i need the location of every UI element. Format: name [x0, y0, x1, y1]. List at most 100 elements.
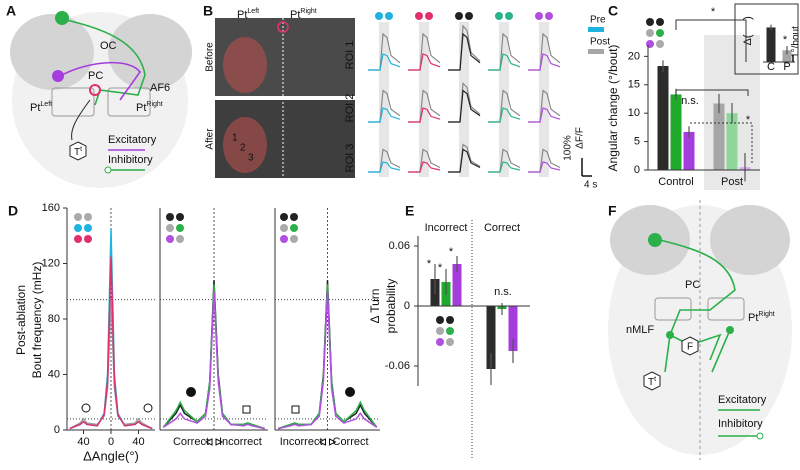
eye-icon — [290, 235, 298, 243]
label-sup: Right — [146, 101, 162, 108]
eye-icon — [446, 338, 454, 346]
bar — [452, 264, 462, 306]
eye-icon — [646, 40, 654, 48]
y-tick-label: 10 — [628, 107, 640, 119]
panel-label: A — [6, 3, 16, 19]
panel-f: F PC PtRight nMLF F Tt Excitatory Inhibi… — [608, 200, 792, 460]
y-tick-label: 80 — [48, 313, 60, 325]
legend-swatch — [588, 27, 604, 32]
trace-pre — [408, 53, 441, 71]
eye-icon — [74, 235, 82, 243]
scale-label: 1°/bout — [791, 26, 800, 58]
label-sup: t — [654, 376, 656, 383]
legend-terminal — [104, 166, 112, 174]
label: F — [687, 342, 693, 353]
direction-arrow — [204, 438, 224, 446]
eye-icon — [656, 29, 664, 37]
roi-overlay — [223, 117, 267, 173]
line — [69, 298, 153, 430]
y-tick-label: 0.06 — [389, 240, 410, 252]
eye-icon — [505, 12, 513, 20]
category-label: C — [767, 61, 775, 73]
label-sup: Right — [300, 8, 316, 15]
legend-label: Inhibitory — [108, 154, 153, 166]
eye-icon — [52, 70, 64, 82]
line — [278, 291, 378, 430]
label: PtRight — [136, 101, 163, 114]
label-sup: Right — [758, 311, 774, 318]
y-axis-title: Bout frequency (mHz) — [30, 262, 44, 379]
bar — [766, 27, 776, 63]
region — [654, 297, 692, 321]
roi-number: 1 — [232, 133, 238, 144]
roi-number: 2 — [240, 143, 246, 154]
marker — [291, 405, 300, 414]
bracket — [675, 19, 747, 62]
eye-icon — [436, 316, 444, 324]
bar — [713, 103, 725, 170]
trace-pre — [488, 53, 521, 71]
eye-icon — [74, 213, 82, 221]
label: Tt — [648, 376, 656, 388]
eye-icon — [385, 12, 393, 20]
eye-icon — [465, 12, 473, 20]
trace-pre — [408, 107, 441, 123]
stim-band — [419, 22, 429, 177]
trace-pre — [448, 148, 481, 173]
eye-icon — [646, 29, 654, 37]
x-label: Correct — [173, 436, 209, 448]
y-axis-title: Post-ablation — [14, 285, 28, 355]
roi-label: ROI 3 — [344, 144, 356, 173]
marker — [143, 403, 153, 413]
eye-icon — [436, 327, 444, 335]
label-base: Pt — [748, 312, 758, 324]
panel-label: D — [8, 203, 18, 219]
x-label: Incorrect — [219, 436, 262, 448]
line — [69, 256, 153, 430]
trace-pre — [368, 53, 401, 71]
x-tick-label: 40 — [132, 436, 144, 448]
label: PC — [685, 279, 700, 291]
label: AF6 — [150, 82, 170, 94]
y-tick-label: 120 — [42, 257, 60, 269]
line — [162, 291, 265, 430]
target-hexagon — [69, 141, 87, 161]
roi-overlay — [223, 37, 267, 93]
legend-swatch — [588, 49, 604, 54]
category-label: P — [783, 61, 790, 73]
y-axis-title: ) — [742, 16, 754, 20]
marker — [186, 387, 196, 397]
trace-pre — [408, 161, 441, 173]
label: PtRight — [290, 8, 317, 21]
eye-icon — [290, 224, 298, 232]
label: PtLeft — [30, 101, 52, 114]
x-axis-title: ΔAngle(°) — [83, 448, 139, 463]
label-base: T — [74, 147, 80, 158]
scale-label: ΔF/F — [575, 127, 586, 149]
trace-pre — [528, 161, 561, 173]
category-label: Control — [658, 176, 693, 188]
eye-icon — [166, 235, 174, 243]
bar — [670, 94, 682, 170]
eye — [10, 14, 94, 90]
y-axis-title: Δ( — [742, 34, 754, 45]
trace-pre — [488, 161, 521, 173]
projection — [65, 19, 146, 106]
inset-frame — [734, 3, 799, 75]
trace-pre — [488, 107, 521, 123]
projection — [664, 329, 731, 373]
eye — [108, 14, 192, 90]
projection — [659, 239, 736, 361]
panel-label: F — [608, 203, 617, 219]
eye-icon — [55, 11, 69, 25]
legend-label: Inhibitory — [718, 418, 763, 430]
region — [51, 87, 95, 117]
y-tick-label: 40 — [48, 368, 60, 380]
x-label: Correct — [333, 436, 369, 448]
legend-label: Pre — [590, 15, 606, 26]
panel-d-markers — [74, 18, 664, 414]
y-tick-label: 20 — [628, 50, 640, 62]
y-tick-label: 5 — [634, 135, 640, 147]
traces: Pre Post — [368, 12, 610, 177]
